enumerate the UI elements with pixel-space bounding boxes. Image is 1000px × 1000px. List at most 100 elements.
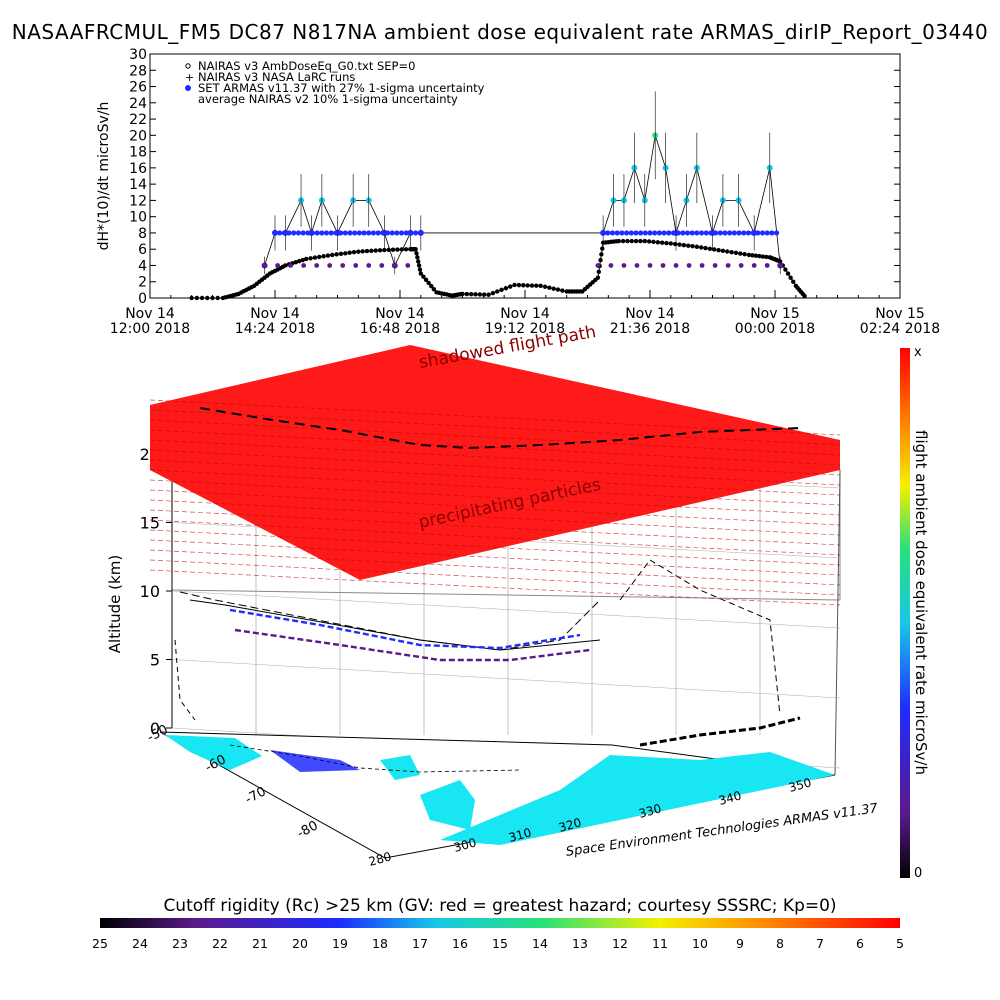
- hatch-line: [149, 419, 841, 456]
- nairas-point: [742, 252, 747, 257]
- nairas-point: [616, 238, 621, 244]
- cutoff-tick-label: 21: [252, 936, 268, 951]
- cutoff-tick-label: 18: [372, 936, 388, 951]
- cutoff-tick-label: 12: [612, 936, 628, 951]
- armas-point: [394, 230, 400, 236]
- armas-point: [291, 230, 297, 236]
- nairas-point: [791, 279, 796, 284]
- nairas-point: [308, 256, 313, 261]
- armas-point: [713, 230, 719, 236]
- armas-point: [405, 263, 411, 268]
- armas-point: [327, 263, 333, 268]
- nairas-point: [300, 257, 305, 263]
- nairas-point: [802, 293, 807, 299]
- cutoff-tick-label: 23: [172, 936, 188, 951]
- armas-point: [340, 263, 346, 268]
- nairas-point: [733, 250, 739, 256]
- nairas-point: [205, 295, 210, 301]
- armas-point: [673, 263, 679, 268]
- hatch-line: [149, 549, 841, 586]
- nairas-point: [629, 238, 634, 244]
- armas-point: [375, 230, 381, 236]
- nairas-point: [499, 287, 504, 293]
- y-tick-label: 12: [129, 193, 147, 209]
- x-tick-label: 16:48 2018: [360, 321, 440, 337]
- nairas-point: [525, 283, 530, 288]
- nairas-point: [477, 292, 483, 297]
- y-axis-label: dH*(10)/dt microSv/h: [96, 102, 112, 251]
- hatch-line: [149, 449, 841, 486]
- x-tick-label: Nov 14: [375, 306, 425, 322]
- armas-point: [333, 230, 339, 236]
- nairas-point: [360, 249, 365, 254]
- x-tick-label: Nov 14: [500, 306, 550, 322]
- x-tick-label: 12:00 2018: [110, 321, 190, 337]
- y-tick-label: 0: [138, 291, 147, 307]
- armas-point: [417, 230, 423, 236]
- nairas-point: [707, 246, 713, 251]
- armas-point: [408, 230, 414, 236]
- nairas-point: [672, 241, 678, 247]
- cutoff-tick-label: 19: [332, 936, 348, 951]
- cutoff-tick-label: 11: [652, 936, 668, 951]
- armas-point: [609, 230, 616, 236]
- nairas-point: [413, 247, 418, 252]
- y-tick-label: 10: [129, 210, 147, 226]
- nairas-point: [677, 242, 682, 247]
- nairas-point: [534, 283, 539, 288]
- grid-line: [171, 590, 841, 629]
- armas-point: [741, 230, 747, 236]
- cutoff-tick-label: 20: [292, 936, 308, 951]
- nairas-point: [468, 292, 474, 297]
- flight-track-colored: [234, 628, 591, 662]
- nairas-point: [473, 292, 478, 297]
- armas-point: [652, 230, 658, 236]
- armas-point: [600, 230, 606, 236]
- flight-track-shadow: [189, 599, 601, 651]
- hatch-line: [149, 529, 841, 566]
- armas-point: [413, 230, 419, 236]
- armas-point: [751, 263, 757, 268]
- armas-connector: [654, 135, 667, 168]
- armas-connector: [644, 135, 656, 201]
- armas-connector: [264, 232, 276, 266]
- armas-point: [712, 263, 718, 268]
- longitude-tick-label: 300: [452, 835, 478, 854]
- nairas-point: [538, 283, 543, 288]
- z-tick-label: 15: [140, 514, 160, 533]
- armas-point: [614, 230, 620, 236]
- armas-connector: [696, 167, 713, 234]
- armas-point: [608, 263, 614, 268]
- nairas-point: [753, 253, 759, 258]
- y-tick-label: 24: [129, 96, 147, 112]
- nairas-point: [317, 254, 322, 260]
- armas-point: [353, 263, 359, 268]
- cutoff-tick-label: 15: [492, 936, 508, 951]
- armas-point: [769, 230, 775, 236]
- hatch-line: [149, 509, 841, 546]
- armas-point: [398, 230, 405, 236]
- armas-point: [725, 263, 731, 268]
- armas-point: [755, 230, 761, 236]
- nairas-point: [642, 238, 647, 244]
- nairas-point: [620, 238, 626, 244]
- nairas-point: [651, 239, 656, 245]
- armas-point: [623, 230, 630, 236]
- nairas-point: [426, 280, 431, 286]
- nairas-point: [325, 253, 331, 258]
- land-mass: [380, 755, 420, 780]
- armas-point: [642, 230, 648, 236]
- armas-point: [380, 230, 386, 236]
- nairas-point: [423, 277, 429, 283]
- longitude-tick-label: 340: [717, 788, 743, 807]
- nairas-point: [638, 238, 643, 244]
- armas-point: [628, 230, 634, 236]
- armas-point: [342, 230, 348, 236]
- nairas-point: [694, 244, 700, 249]
- hatch-line: [149, 469, 841, 506]
- nairas-point: [725, 249, 730, 254]
- nairas-point: [395, 247, 400, 252]
- armas-point: [319, 230, 325, 236]
